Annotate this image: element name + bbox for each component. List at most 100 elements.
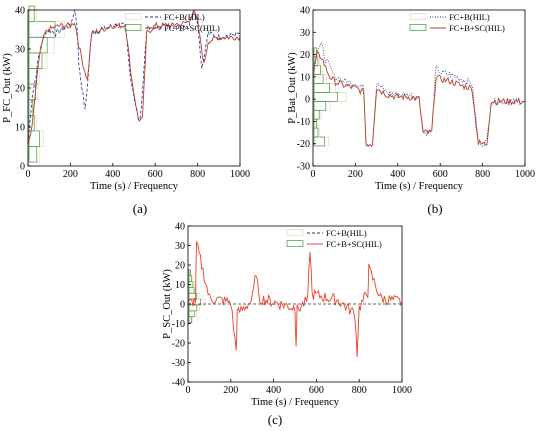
series-line-fc-b-sc: [312, 50, 526, 147]
hist-bar: [313, 65, 321, 75]
legend-swatch-hist: [409, 13, 427, 20]
x-axis-label: Time (s) / Frequency: [251, 397, 340, 408]
hist-bar-tan: [188, 316, 193, 323]
y-tick-label: 40: [300, 6, 310, 17]
hist-bar-tan: [313, 101, 331, 111]
hist-bar-tan: [313, 74, 327, 84]
hist-bar: [28, 146, 38, 163]
panel-label-c: (c): [268, 412, 282, 427]
plot-frame: [312, 9, 526, 167]
y-tick-label: -10: [172, 319, 185, 330]
hist-bar: [313, 92, 338, 102]
hist-bar: [313, 136, 325, 147]
x-tick-label: 600: [433, 169, 448, 180]
x-tick-label: 1000: [515, 169, 535, 180]
legend-swatch-hist: [409, 24, 427, 31]
y-tick-label: 0: [180, 300, 185, 311]
y-tick-label: -20: [172, 339, 185, 350]
series-line-fc-b-sc: [27, 10, 241, 145]
legend-label: FC+B(HIL): [449, 12, 490, 22]
hist-bar: [313, 109, 320, 120]
x-tick-label: 200: [63, 169, 78, 180]
y-tick-label: 20: [175, 261, 185, 272]
hist-bar-tan: [188, 310, 197, 317]
legend-label: FC+B+SC(HIL): [326, 239, 382, 249]
chart-panel-a: 0 200 400 600 800 1000 0 10 20 30 40 Time (s) / Fre…: [2, 6, 250, 193]
hist-bar-tan: [313, 127, 320, 138]
legend-label: FC+B(HIL): [164, 12, 205, 22]
x-tick-label: 400: [390, 169, 405, 180]
y-tick-label: 20: [300, 50, 310, 61]
hist-bar-tan: [313, 118, 318, 129]
series-line-fc-b-sc: [187, 240, 403, 358]
legend-label: FC+B+SC(HIL): [164, 23, 220, 33]
hist-bar-tan: [313, 65, 324, 75]
x-tick-label: 800: [190, 169, 205, 180]
panel-label-a: (a): [133, 201, 147, 216]
hist-bar: [313, 118, 317, 129]
legend-label: FC+B(HIL): [326, 228, 367, 238]
y-tick-label: 40: [15, 6, 25, 17]
series-line-fc-b: [27, 9, 241, 143]
x-tick-label: 400: [105, 169, 120, 180]
x-tick-label: 600: [148, 169, 163, 180]
x-tick-label: 0: [311, 169, 316, 180]
hist-bar: [28, 21, 56, 38]
y-tick-label: 30: [15, 45, 25, 56]
x-axis-label: Time (s) / Frequency: [90, 181, 179, 192]
y-tick-label: -10: [297, 117, 310, 128]
y-axis-label: P_Bat_Out (kW): [287, 52, 298, 124]
hist-bar-tan: [28, 146, 41, 163]
y-tick-label: 40: [175, 222, 185, 233]
hist-bar: [313, 101, 327, 111]
hist-bar: [188, 316, 192, 323]
x-tick-label: 400: [266, 385, 281, 396]
legend-swatch-hist: [286, 229, 304, 236]
y-tick-label: -20: [297, 139, 310, 150]
hist-bar-tan: [28, 5, 37, 22]
x-tick-label: 200: [348, 169, 363, 180]
y-axis-label: P_SC_Out (kW): [162, 269, 173, 339]
y-tick-label: 10: [300, 72, 310, 83]
legend-swatch-hist: [286, 240, 304, 247]
y-tick-label: 20: [15, 84, 25, 95]
series-line-fc-b: [312, 41, 526, 148]
y-tick-label: 30: [300, 28, 310, 39]
x-tick-label: 1000: [392, 385, 412, 396]
legend-swatch-hist: [124, 24, 142, 31]
hist-bar-tan: [28, 68, 41, 85]
panel-label-b: (b): [427, 201, 442, 216]
x-tick-label: 0: [26, 169, 31, 180]
hist-bar-tan: [313, 109, 322, 120]
hist-bar-tan: [188, 304, 201, 312]
hist-bar: [188, 310, 195, 318]
x-tick-label: 600: [309, 385, 324, 396]
legend-label: FC+B+SC(HIL): [449, 23, 505, 33]
x-tick-label: 800: [352, 385, 367, 396]
hist-bar-tan: [188, 287, 197, 294]
hist-bar: [28, 68, 38, 85]
y-tick-label: 10: [175, 280, 185, 291]
y-tick-label: -40: [172, 378, 185, 389]
hist-bar: [313, 83, 330, 93]
y-tick-label: -30: [172, 358, 185, 369]
legend-swatch-hist: [124, 13, 142, 20]
hist-bar-tan: [313, 136, 329, 147]
y-tick-label: -30: [297, 162, 310, 173]
y-tick-label: 10: [15, 123, 25, 134]
x-tick-label: 200: [223, 385, 238, 396]
y-tick-label: 0: [20, 162, 25, 173]
chart-panel-b: 0 200 400 600 800 1000 -30 -20 -10 0 10 20 30 40 Time …: [287, 6, 535, 193]
chart-panel-c: 0 200 400 600 800 1000 -40 -30 -20 -10 0 10 20 30 40 Ti…: [162, 222, 412, 409]
hist-bar: [313, 127, 319, 138]
y-tick-label: 30: [175, 241, 185, 252]
hist-bar: [188, 287, 195, 294]
hist-bar: [28, 5, 35, 23]
x-tick-label: 0: [186, 385, 191, 396]
hist-bar-tan: [28, 21, 66, 38]
y-tick-label: 0: [305, 95, 310, 106]
hist-bar-tan: [313, 92, 347, 102]
hist-bar: [188, 269, 191, 277]
hist-bar-tan: [313, 83, 336, 93]
